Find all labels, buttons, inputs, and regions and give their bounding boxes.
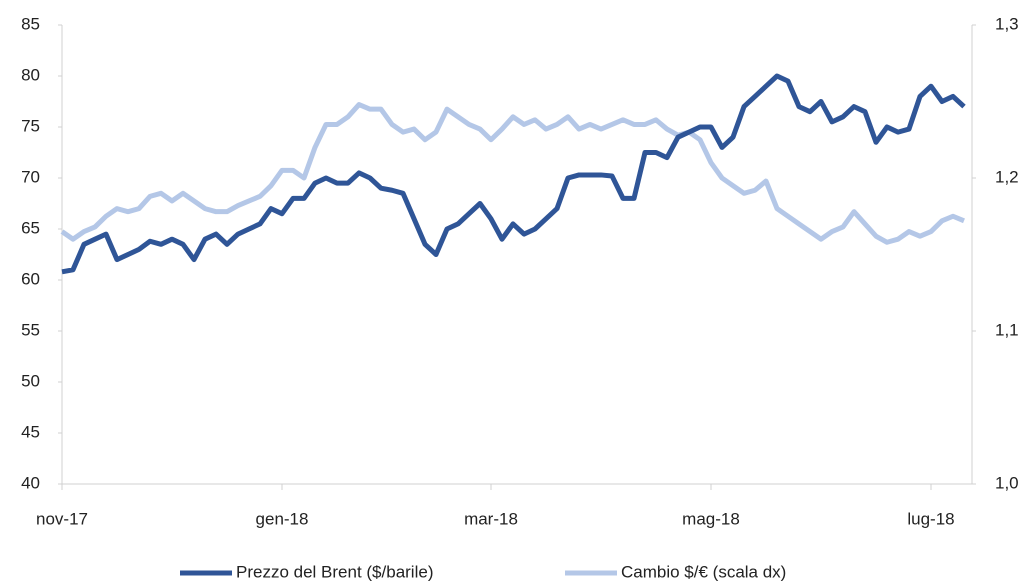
- y-tick-label: 85: [21, 14, 40, 33]
- x-tick-label: lug-18: [907, 509, 954, 528]
- y-tick-label: 70: [21, 167, 40, 186]
- y-tick-label: 80: [21, 65, 40, 84]
- y-tick-label: 50: [21, 371, 40, 390]
- y2-tick-label: 1,0: [995, 473, 1019, 492]
- legend-label: Cambio $/€ (scala dx): [621, 562, 786, 581]
- x-tick-label: mar-18: [464, 509, 518, 528]
- series-line: [61, 73, 966, 275]
- y2-tick-label: 1,1: [995, 320, 1019, 339]
- y2-tick-label: 1,3: [995, 14, 1019, 33]
- legend-label: Prezzo del Brent ($/barile): [236, 562, 433, 581]
- y-tick-label: 65: [21, 218, 40, 237]
- y-tick-label: 40: [21, 473, 40, 492]
- x-tick-label: mag-18: [682, 509, 740, 528]
- y-tick-label: 55: [21, 320, 40, 339]
- y-tick-label: 45: [21, 422, 40, 441]
- x-tick-label: nov-17: [36, 509, 88, 528]
- series-line: [60, 102, 965, 245]
- x-tick-label: gen-18: [256, 509, 309, 528]
- y-tick-label: 60: [21, 269, 40, 288]
- y-tick-label: 75: [21, 116, 40, 135]
- y2-tick-label: 1,2: [995, 167, 1019, 186]
